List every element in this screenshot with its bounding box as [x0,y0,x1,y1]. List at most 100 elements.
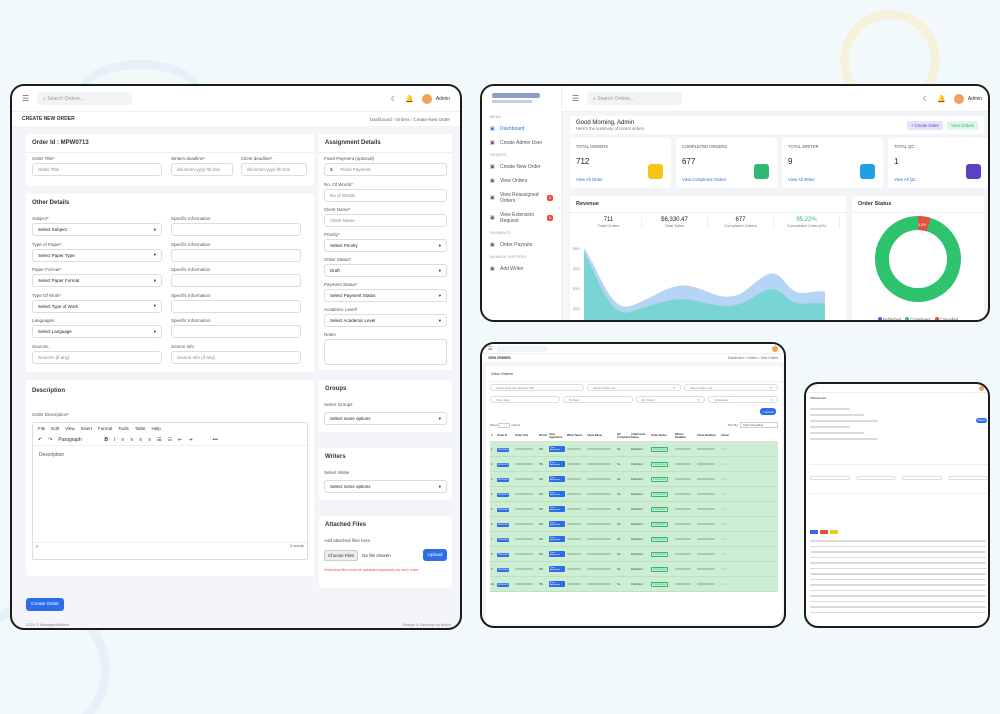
view-orders-button[interactable]: View Orders [947,120,978,130]
orders-filter[interactable]: All Orders ▾ [635,396,706,403]
search-button[interactable]: Search [976,418,987,423]
table-row[interactable] [810,595,986,597]
select-field[interactable]: Select Language ▾ [32,325,162,338]
table-row[interactable]: 1 MPW0000 0W View Applicants No Published Comp… [490,442,778,457]
specific-info-input[interactable] [171,299,301,313]
table-row[interactable] [810,600,986,602]
order-id-badge[interactable]: MPW0000 [497,567,510,572]
column-header[interactable]: Writer Name [567,434,583,437]
edit-icon[interactable]: ✎ ✎ [721,477,727,481]
column-header[interactable]: Client Name [587,434,602,437]
breadcrumb-item[interactable]: Orders [395,116,410,122]
stat-link[interactable]: View All QC [894,177,917,182]
editor-menu-item[interactable]: Tools [118,426,129,431]
stat-link[interactable]: View All Order [576,177,603,182]
select-field[interactable]: Select Paper Type ▾ [32,248,162,262]
source-info-input[interactable]: Source Info (if any) [171,351,301,364]
column-header[interactable]: Attachment Status [631,432,646,439]
view-applicants-button[interactable]: View Applicants [549,475,565,483]
moon-icon[interactable]: ☾ [922,95,930,103]
avatar[interactable] [979,385,984,391]
client-name-input[interactable]: Client Name [324,214,447,227]
table-row[interactable]: 2 MPW0000 0W View Applicants No Published Comp… [490,457,778,472]
priority-select[interactable]: Select Priority ▾ [324,239,447,252]
table-row[interactable] [810,551,986,553]
outdent-icon[interactable]: ⇤ [178,436,183,443]
column-header[interactable]: Writers Deadline [675,432,686,439]
editor-menu-item[interactable]: Help [151,426,161,431]
filter-input[interactable] [948,476,988,480]
order-id-badge[interactable]: MPW0000 [497,522,510,527]
column-header[interactable]: Order Title [515,434,529,437]
edit-icon[interactable]: ✎ ✎ [721,507,727,511]
bell-icon[interactable]: 🔔 [405,95,414,103]
bold-icon[interactable]: B [104,436,109,443]
action-button[interactable] [820,530,828,534]
order-id-badge[interactable]: MPW0000 [497,537,510,542]
indent-icon[interactable]: ⇥ [188,436,193,443]
edit-icon[interactable]: ✎ ✎ [721,582,727,586]
table-row[interactable]: 6 MPW0000 0W View Applicants No Published Comp… [490,517,778,532]
writer-filter[interactable]: Select Writer List ▾ [587,384,681,391]
create-order-button[interactable]: + Create Order [906,120,944,130]
academic-level-select[interactable]: Select Academic Level ▾ [324,314,447,327]
column-header[interactable]: Client Deadline [697,434,716,437]
table-row[interactable] [810,584,986,586]
editor-menu-item[interactable]: File [38,426,46,431]
admin-label[interactable]: Admin [435,95,450,102]
menu-icon[interactable]: ☰ [488,345,493,352]
table-row[interactable] [810,545,986,547]
filter-input[interactable] [856,476,896,480]
edit-icon[interactable]: ✎ ✎ [721,492,727,496]
specific-info-input[interactable] [171,325,301,338]
table-row[interactable]: 10 MPW0000 0W View Applicants No Published Com… [490,577,778,592]
column-header[interactable]: QC Completed [617,432,631,439]
table-row[interactable]: 8 MPW0000 0W View Applicants No Published Comp… [490,547,778,562]
filter-input[interactable] [902,476,942,480]
sidebar-item[interactable]: ▣ View Reassigned Orders 0 [482,188,561,208]
sidebar-item[interactable]: ▣ Create Admin User [482,136,561,150]
breadcrumb-item[interactable]: Dashboard [369,116,392,122]
editor-menu-item[interactable]: Insert [80,426,92,431]
column-header[interactable]: # [491,434,493,437]
notes-textarea[interactable] [324,339,447,365]
select-field[interactable]: Select Subject ▾ [32,223,162,236]
to-date-input[interactable]: To Date [562,396,633,403]
action-button[interactable] [830,530,838,534]
edit-icon[interactable]: ✎ ✎ [721,447,727,451]
search-button[interactable]: ⌕ Search [760,408,776,415]
upload-button[interactable]: Upload [423,549,447,561]
view-applicants-button[interactable]: View Applicants [549,460,565,468]
menu-icon[interactable]: ☰ [22,94,30,103]
stat-link[interactable]: View All Writer [788,177,815,182]
align-right-icon[interactable]: ≡ [139,436,143,443]
order-id-badge[interactable]: MPW0000 [497,552,510,557]
sources-input[interactable]: Sources (if any) [32,351,162,364]
redo-icon[interactable]: ↷ [48,436,53,443]
writers-deadline-input[interactable]: dd-mmm-yyyy hh:mm [171,163,233,176]
table-row[interactable] [810,573,986,575]
table-row[interactable] [810,540,986,542]
specific-info-input[interactable] [171,248,301,262]
client-deadline-input[interactable]: dd-mmm-yyyy hh:mm [241,163,307,176]
select-field[interactable]: Select Type of Work ▾ [32,299,162,313]
table-row[interactable]: 4 MPW0000 0W View Applicants No Published Comp… [490,487,778,502]
search-box[interactable]: ⌕ Search Orders... [37,92,133,105]
order-id-badge[interactable]: MPW0000 [497,492,510,497]
payment-method-filter[interactable]: Select Payment Method Title [490,384,584,391]
more-icon[interactable]: ••• [212,436,218,443]
avatar[interactable] [953,93,964,104]
view-applicants-button[interactable]: View Applicants [549,550,565,558]
align-center-icon[interactable]: ≡ [130,436,134,443]
sidebar-item[interactable]: ▣ View Orders [482,174,561,188]
table-row[interactable]: 7 MPW0000 0W View Applicants No Published Comp… [490,532,778,547]
client-filter[interactable]: Select Client List ▾ [684,384,778,391]
view-applicants-button[interactable]: View Applicants [549,565,565,573]
column-header[interactable]: Order Id [497,434,508,437]
stat-link[interactable]: View Completed Orders [682,177,727,182]
table-row[interactable] [810,562,986,564]
number-list-icon[interactable]: ☷ [167,436,173,443]
admin-label[interactable]: Admin [967,95,982,102]
edit-icon[interactable]: ✎ ✎ [721,522,727,526]
schedule-filter[interactable]: Scheduled ▾ [708,396,778,403]
